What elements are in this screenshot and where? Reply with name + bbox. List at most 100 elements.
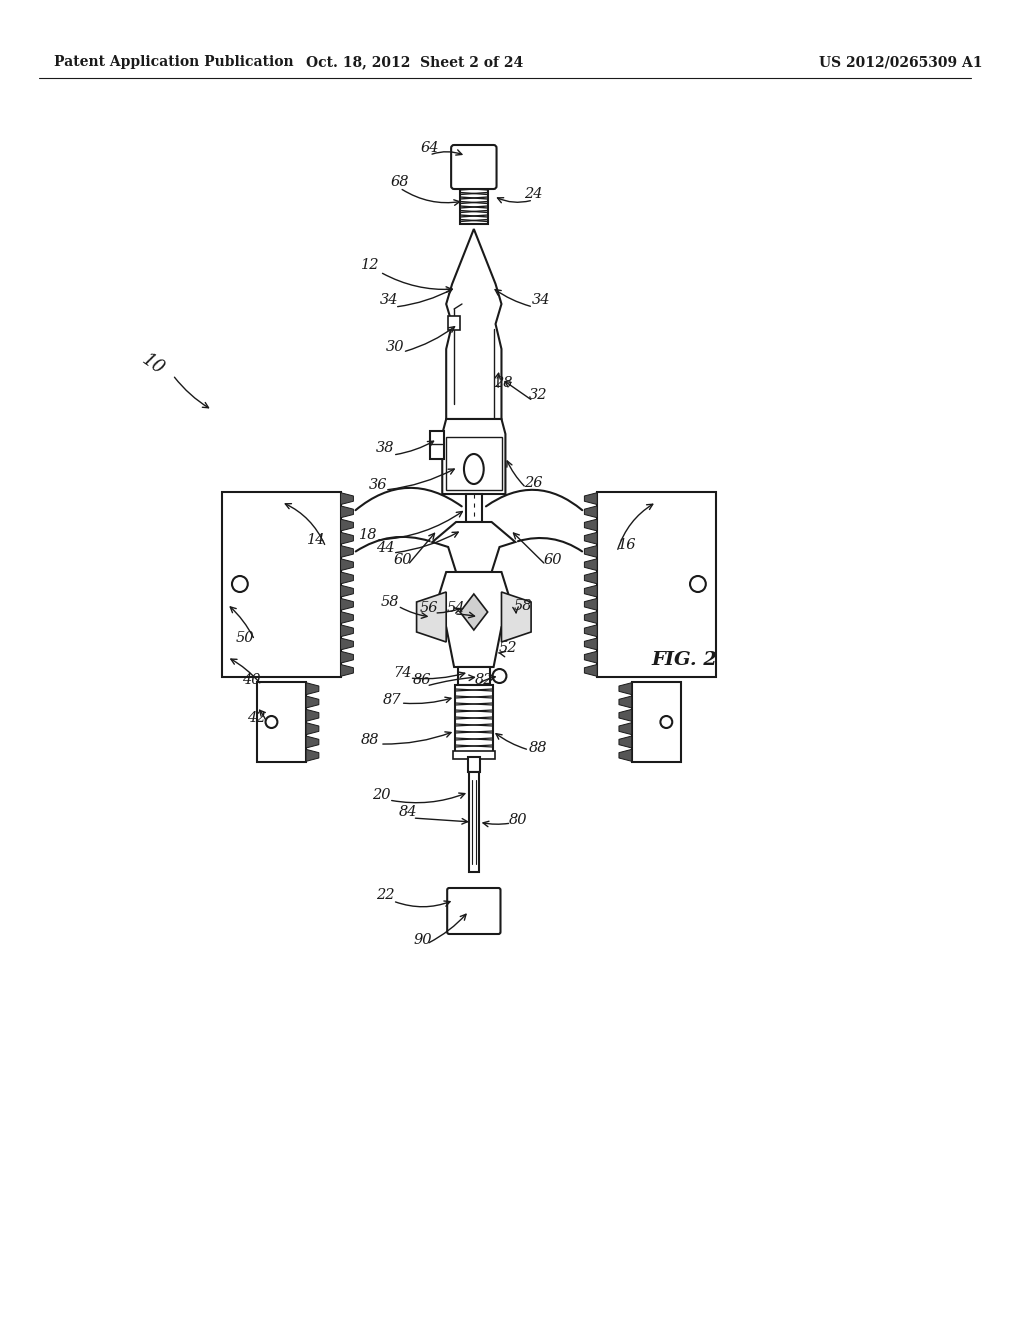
Polygon shape — [585, 651, 597, 663]
Text: 84: 84 — [398, 805, 417, 818]
Polygon shape — [618, 682, 632, 694]
Bar — [466, 494, 481, 521]
Polygon shape — [585, 532, 597, 544]
Text: 34: 34 — [380, 293, 398, 308]
Polygon shape — [306, 722, 318, 735]
Polygon shape — [341, 519, 353, 531]
Bar — [460, 186, 487, 224]
Text: 34: 34 — [531, 293, 550, 308]
Polygon shape — [618, 750, 632, 762]
Text: 74: 74 — [393, 667, 412, 680]
Bar — [222, 492, 341, 677]
Polygon shape — [618, 737, 632, 748]
Polygon shape — [341, 572, 353, 583]
Bar — [632, 682, 681, 762]
Polygon shape — [585, 638, 597, 649]
Text: 24: 24 — [524, 187, 543, 201]
Text: 52: 52 — [499, 642, 518, 655]
Text: 88: 88 — [528, 741, 547, 755]
Polygon shape — [341, 598, 353, 610]
Text: 26: 26 — [524, 477, 543, 490]
Polygon shape — [585, 585, 597, 597]
Text: 10: 10 — [138, 351, 168, 379]
Text: 50: 50 — [236, 631, 254, 645]
Text: 12: 12 — [360, 257, 380, 272]
Text: 86: 86 — [414, 673, 432, 686]
Polygon shape — [417, 591, 446, 642]
Bar — [597, 492, 716, 677]
Bar — [446, 437, 503, 490]
Polygon shape — [446, 228, 502, 418]
Bar — [458, 667, 489, 685]
Text: 87: 87 — [383, 693, 401, 708]
FancyBboxPatch shape — [447, 888, 501, 935]
Polygon shape — [618, 722, 632, 735]
Polygon shape — [585, 558, 597, 570]
Polygon shape — [585, 506, 597, 517]
Text: 40: 40 — [243, 673, 261, 686]
Polygon shape — [585, 664, 597, 676]
Text: 28: 28 — [495, 376, 513, 389]
Polygon shape — [585, 545, 597, 557]
Polygon shape — [341, 545, 353, 557]
Text: 36: 36 — [369, 478, 387, 492]
Polygon shape — [306, 696, 318, 708]
Text: 90: 90 — [414, 933, 432, 946]
Text: 18: 18 — [359, 528, 378, 543]
Text: Patent Application Publication: Patent Application Publication — [54, 55, 294, 69]
Text: 88: 88 — [360, 733, 380, 747]
Polygon shape — [306, 682, 318, 694]
Bar — [455, 685, 493, 756]
Text: US 2012/0265309 A1: US 2012/0265309 A1 — [819, 55, 983, 69]
Text: 54: 54 — [446, 601, 465, 615]
Polygon shape — [460, 594, 487, 630]
Polygon shape — [341, 664, 353, 676]
Polygon shape — [341, 651, 353, 663]
Text: 60: 60 — [544, 553, 562, 568]
Polygon shape — [585, 624, 597, 636]
Polygon shape — [618, 709, 632, 721]
Text: 30: 30 — [386, 341, 404, 354]
Text: 58: 58 — [381, 595, 399, 609]
Text: 42: 42 — [248, 711, 266, 725]
Polygon shape — [306, 750, 318, 762]
Text: 38: 38 — [376, 441, 394, 455]
Polygon shape — [341, 585, 353, 597]
Polygon shape — [585, 492, 597, 504]
Polygon shape — [432, 521, 515, 572]
FancyBboxPatch shape — [452, 145, 497, 189]
Text: 82: 82 — [474, 673, 493, 686]
Polygon shape — [341, 638, 353, 649]
Polygon shape — [306, 709, 318, 721]
Polygon shape — [585, 611, 597, 623]
Text: 80: 80 — [509, 813, 527, 828]
Polygon shape — [306, 737, 318, 748]
Text: 20: 20 — [372, 788, 390, 803]
Bar — [468, 756, 480, 772]
Polygon shape — [341, 532, 353, 544]
Text: 16: 16 — [617, 539, 636, 552]
Polygon shape — [585, 572, 597, 583]
Polygon shape — [341, 492, 353, 504]
Polygon shape — [341, 558, 353, 570]
Polygon shape — [502, 591, 531, 642]
Text: 56: 56 — [420, 601, 438, 615]
Bar — [430, 432, 444, 459]
Text: 58: 58 — [514, 599, 532, 612]
Polygon shape — [618, 696, 632, 708]
Text: FIG. 2: FIG. 2 — [651, 651, 718, 669]
Polygon shape — [341, 611, 353, 623]
Text: Oct. 18, 2012  Sheet 2 of 24: Oct. 18, 2012 Sheet 2 of 24 — [306, 55, 523, 69]
Text: 44: 44 — [376, 541, 394, 554]
Bar — [257, 682, 306, 762]
Text: 32: 32 — [528, 388, 547, 403]
Text: 14: 14 — [306, 533, 326, 546]
Polygon shape — [585, 598, 597, 610]
Polygon shape — [434, 572, 513, 667]
Polygon shape — [341, 506, 353, 517]
Bar — [453, 751, 495, 759]
Bar — [469, 772, 479, 873]
Polygon shape — [442, 418, 506, 494]
Polygon shape — [585, 519, 597, 531]
Text: 68: 68 — [390, 176, 409, 189]
